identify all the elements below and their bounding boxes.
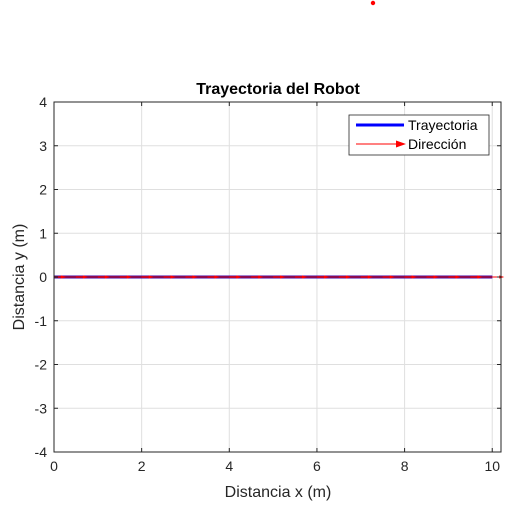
- x-axis-label: Distancia x (m): [225, 484, 332, 501]
- direction-arrowhead: [61, 275, 66, 279]
- direction-arrowhead: [126, 275, 132, 279]
- y-tick-label: 4: [39, 94, 47, 110]
- y-tick-label: 1: [39, 225, 47, 241]
- y-tick-labels: -4 -3 -2 -1 0 1 2 3 4: [35, 94, 48, 460]
- x-tick-label: 0: [50, 458, 58, 474]
- direction-arrowhead: [323, 275, 329, 279]
- legend-trajectory-label: Trayectoria: [408, 117, 478, 133]
- direction-arrowhead: [82, 275, 88, 279]
- y-tick-label: -3: [35, 400, 48, 416]
- direction-arrowhead: [345, 275, 351, 279]
- direction-arrowhead: [433, 275, 439, 279]
- x-tick-label: 6: [313, 458, 321, 474]
- y-tick-label: -4: [35, 444, 48, 460]
- y-tick-label: 2: [39, 182, 47, 198]
- direction-arrowhead: [411, 275, 417, 279]
- direction-arrowhead: [214, 275, 220, 279]
- chart-title: Trayectoria del Robot: [196, 81, 360, 98]
- axis-ticks: [53, 101, 501, 453]
- direction-arrowhead: [477, 275, 483, 279]
- x-tick-label: 2: [138, 458, 146, 474]
- legend-box: [348, 114, 490, 156]
- direction-arrowhead: [104, 275, 110, 279]
- legend: Trayectoria Dirección: [348, 114, 490, 156]
- direction-arrowhead: [192, 275, 198, 279]
- x-tick-label: 8: [401, 458, 409, 474]
- y-tick-label: 0: [39, 269, 47, 285]
- x-tick-labels: 0 2 4 6 8 10: [50, 458, 500, 474]
- stray-red-dot: [370, 0, 376, 6]
- direction-arrowhead: [367, 275, 373, 279]
- y-axis-label: Distancia y (m): [11, 224, 28, 331]
- x-tick-label: 4: [225, 458, 233, 474]
- direction-arrowhead: [389, 275, 395, 279]
- data-series: [54, 275, 505, 279]
- y-tick-label: -2: [35, 357, 48, 373]
- y-tick-label: -1: [35, 313, 48, 329]
- direction-arrowhead: [280, 275, 286, 279]
- direction-arrowhead: [455, 275, 461, 279]
- direction-arrowhead: [170, 275, 176, 279]
- direction-arrowhead: [499, 275, 505, 279]
- x-tick-label: 10: [484, 458, 500, 474]
- legend-direction-label: Dirección: [408, 136, 466, 152]
- y-tick-label: 3: [39, 138, 47, 154]
- legend-direction-arrowhead: [396, 140, 406, 148]
- direction-arrowhead: [302, 275, 308, 279]
- direction-arrowhead: [148, 275, 154, 279]
- direction-arrowhead: [236, 275, 242, 279]
- direction-arrowhead: [258, 275, 264, 279]
